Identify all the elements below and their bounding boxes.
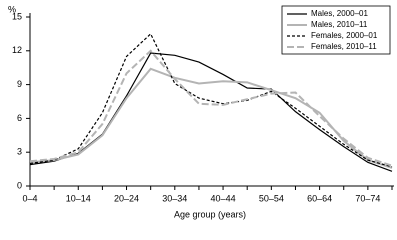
y-axis-label: % (8, 4, 16, 14)
y-tick-label: 9 (17, 79, 22, 89)
y-tick-label: 15 (12, 11, 22, 21)
x-tick-label: 20–24 (114, 193, 139, 203)
legend-label: Males, 2000–01 (311, 9, 368, 18)
line (29, 49, 393, 167)
x-tick-label: 10–14 (66, 193, 91, 203)
x-tick-label: 70–74 (355, 193, 380, 203)
legend-label: Females, 2000–01 (311, 31, 378, 40)
line (29, 52, 393, 172)
legend-label: Males, 2010–11 (311, 20, 368, 29)
y-tick-label: 12 (12, 45, 22, 55)
y-tick-label: 0 (17, 180, 22, 190)
chart: % Age group (years) 0 3 6 9 12 15 0–4 10–14 20–2… (8, 4, 394, 219)
x-axis-label: Age group (years) (174, 209, 246, 219)
legend-label: Females, 2010–11 (311, 42, 377, 51)
x-tick-label: 50–54 (259, 193, 284, 203)
x-tick-label: 30–34 (162, 193, 187, 203)
x-tick-label: 40–44 (211, 193, 236, 203)
x-tick-label: 0–4 (22, 193, 37, 203)
x-tick-label: 60–64 (307, 193, 332, 203)
line (29, 67, 393, 169)
line (29, 32, 393, 168)
y-tick-label: 6 (17, 113, 22, 123)
y-tick-label: 3 (17, 147, 22, 157)
